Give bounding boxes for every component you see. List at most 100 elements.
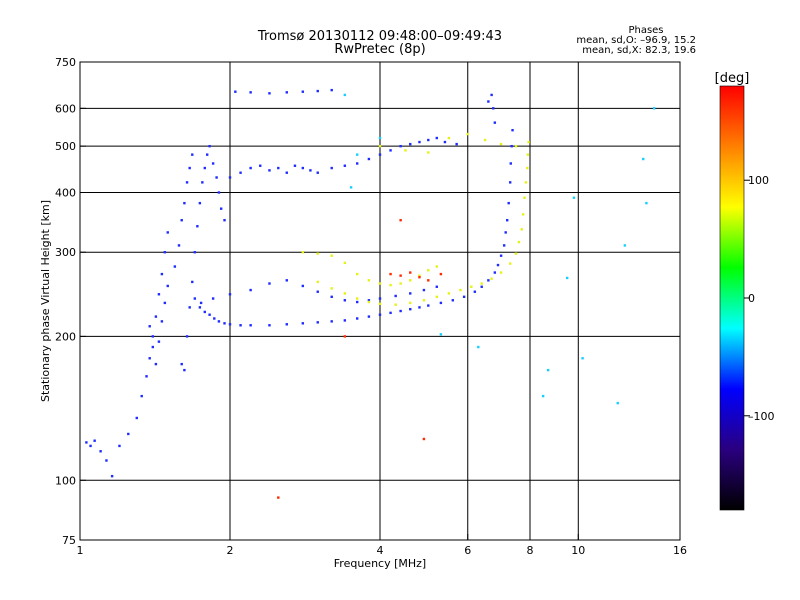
data-point [268,92,271,95]
data-point [427,151,430,154]
data-point [389,149,392,152]
data-point [378,136,382,140]
data-point [409,292,412,295]
x-tick-label: 16 [673,544,687,557]
data-point [160,272,164,276]
data-point [367,279,371,282]
data-point [223,219,226,222]
data-point [118,444,121,448]
data-point [213,317,216,320]
data-point [249,288,252,292]
data-point [378,302,382,305]
data-point [404,149,407,152]
data-point [511,128,514,132]
y-tick-label: 600 [55,102,76,115]
data-point [228,323,232,326]
data-point [514,144,518,148]
data-point [521,213,525,216]
data-point [330,295,333,299]
data-point [349,186,353,189]
data-point [148,357,151,360]
data-point [487,279,490,282]
data-point [455,142,458,146]
data-point [572,196,576,199]
data-point [645,201,648,205]
data-point [277,166,280,170]
data-point [203,166,206,170]
data-point [418,275,421,279]
data-point [239,324,242,327]
data-point [166,231,169,234]
data-point [211,297,215,300]
data-point [234,90,237,93]
data-point [268,169,271,172]
data-point [145,375,148,378]
colorbar-tick-label: –100 [748,410,775,423]
data-point [343,292,347,295]
data-point [399,282,402,285]
data-point [198,201,202,205]
data-point [215,176,218,179]
data-point [652,107,656,110]
y-axis-label: Stationary phase Virtual Height [km] [39,200,52,402]
data-point [389,272,392,276]
y-tick-label: 750 [55,56,76,69]
x-tick-label: 6 [464,544,471,557]
data-point [154,362,158,366]
data-point [427,279,430,282]
data-point [148,325,151,328]
data-point [409,301,412,305]
phases-o-stats: mean, sd,O: –96.9, 15.2 [576,35,696,46]
colorbar-tick-label: 0 [748,292,755,305]
data-point [480,282,483,285]
data-point [135,416,138,420]
data-point [409,142,412,146]
data-point [185,181,189,184]
data-point [466,132,469,136]
data-point [493,121,497,124]
data-point [154,315,158,318]
data-point [330,320,333,323]
data-point [447,136,451,140]
data-point [496,263,500,267]
data-point [157,340,161,343]
data-point [565,276,569,280]
data-point [499,254,503,257]
data-point [343,299,347,302]
data-point [389,283,392,287]
data-point [514,252,518,255]
data-point [517,240,521,244]
data-point [85,441,88,444]
data-point [173,265,177,268]
data-point [285,323,288,326]
y-tick-label: 200 [55,330,76,343]
data-point [490,277,493,280]
data-point [435,285,438,288]
data-point [239,171,242,174]
data-point [378,297,382,300]
data-point [316,280,319,284]
data-point [435,295,438,299]
data-point [451,299,455,302]
colorbar-tick-label: 100 [748,174,769,187]
data-point [301,166,305,170]
data-point [399,219,402,222]
data-point [277,496,280,499]
data-point [581,357,584,360]
data-point [330,287,333,290]
data-point [427,138,430,142]
grid-lines [80,62,680,540]
data-point [201,181,204,184]
data-point [188,306,191,309]
data-point [459,288,462,292]
data-point [409,271,412,274]
data-point [203,310,206,314]
data-point [268,324,271,327]
y-tick-label: 300 [55,246,76,259]
data-point [198,306,202,309]
x-tick-label: 1 [77,544,84,557]
data-point [355,162,359,165]
data-point [151,335,155,338]
data-point [285,279,288,282]
